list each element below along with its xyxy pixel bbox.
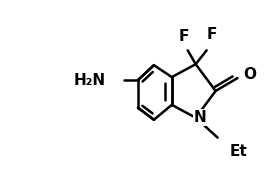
Text: F: F (207, 27, 217, 42)
Text: Et: Et (230, 144, 247, 159)
Text: H₂N: H₂N (74, 72, 106, 88)
Text: F: F (178, 29, 189, 44)
Text: O: O (243, 67, 257, 82)
Text: N: N (193, 110, 206, 125)
